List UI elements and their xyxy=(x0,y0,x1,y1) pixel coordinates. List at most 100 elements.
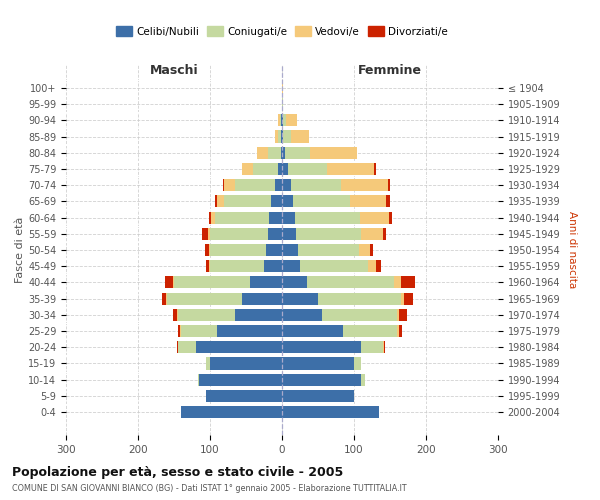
Bar xyxy=(217,196,224,207)
Bar xyxy=(359,244,370,256)
Bar xyxy=(360,212,389,224)
Bar xyxy=(253,163,278,175)
Bar xyxy=(398,325,402,337)
Bar xyxy=(401,276,415,288)
Text: Popolazione per età, sesso e stato civile - 2005: Popolazione per età, sesso e stato civil… xyxy=(12,466,343,479)
Bar xyxy=(282,244,298,256)
Bar xyxy=(350,196,386,207)
Bar xyxy=(177,309,178,321)
Bar xyxy=(388,179,390,191)
Bar xyxy=(242,292,282,304)
Bar xyxy=(215,212,269,224)
Bar xyxy=(206,358,210,370)
Bar xyxy=(283,114,286,126)
Bar xyxy=(268,228,282,240)
Bar xyxy=(300,260,368,272)
Bar xyxy=(394,276,401,288)
Bar xyxy=(282,179,290,191)
Bar xyxy=(282,292,318,304)
Bar xyxy=(224,179,235,191)
Bar xyxy=(293,196,350,207)
Text: Femmine: Femmine xyxy=(358,64,422,76)
Bar xyxy=(282,374,361,386)
Bar xyxy=(389,212,392,224)
Bar xyxy=(281,130,282,142)
Bar xyxy=(282,358,354,370)
Bar xyxy=(282,114,283,126)
Bar xyxy=(180,325,181,337)
Bar xyxy=(206,260,209,272)
Bar xyxy=(278,114,280,126)
Bar xyxy=(307,276,394,288)
Bar xyxy=(178,325,180,337)
Bar xyxy=(173,309,177,321)
Bar xyxy=(282,341,361,353)
Bar xyxy=(178,309,235,321)
Bar xyxy=(283,130,290,142)
Bar xyxy=(266,244,282,256)
Bar xyxy=(383,341,385,353)
Bar xyxy=(298,244,359,256)
Bar xyxy=(290,179,341,191)
Bar xyxy=(318,292,401,304)
Bar xyxy=(296,228,361,240)
Bar xyxy=(282,196,293,207)
Bar xyxy=(209,260,210,272)
Bar xyxy=(209,212,211,224)
Bar xyxy=(166,292,167,304)
Bar xyxy=(282,325,343,337)
Legend: Celibi/Nubili, Coniugati/e, Vedovi/e, Divorziati/e: Celibi/Nubili, Coniugati/e, Vedovi/e, Di… xyxy=(112,22,452,40)
Bar xyxy=(205,244,209,256)
Bar xyxy=(278,130,281,142)
Text: Maschi: Maschi xyxy=(149,64,199,76)
Bar xyxy=(328,163,374,175)
Bar xyxy=(217,325,282,337)
Bar xyxy=(343,325,397,337)
Bar xyxy=(196,341,282,353)
Bar xyxy=(211,212,215,224)
Bar xyxy=(278,163,282,175)
Bar xyxy=(281,114,282,126)
Bar xyxy=(257,146,268,159)
Bar xyxy=(397,309,400,321)
Bar xyxy=(341,179,388,191)
Bar xyxy=(202,228,208,240)
Bar xyxy=(178,341,196,353)
Bar xyxy=(295,212,360,224)
Bar xyxy=(210,228,268,240)
Text: COMUNE DI SAN GIOVANNI BIANCO (BG) - Dati ISTAT 1° gennaio 2005 - Elaborazione T: COMUNE DI SAN GIOVANNI BIANCO (BG) - Dat… xyxy=(12,484,407,493)
Bar xyxy=(199,374,282,386)
Bar xyxy=(167,292,242,304)
Bar xyxy=(361,374,365,386)
Bar xyxy=(223,179,224,191)
Bar xyxy=(242,163,253,175)
Bar xyxy=(269,212,282,224)
Bar xyxy=(210,260,264,272)
Bar xyxy=(285,146,310,159)
Bar xyxy=(282,260,300,272)
Bar xyxy=(354,358,361,370)
Bar xyxy=(275,130,278,142)
Bar xyxy=(208,228,210,240)
Bar xyxy=(206,390,282,402)
Bar xyxy=(310,146,357,159)
Bar xyxy=(177,341,178,353)
Bar xyxy=(361,228,383,240)
Bar xyxy=(282,130,283,142)
Bar xyxy=(198,374,199,386)
Bar xyxy=(280,114,281,126)
Bar xyxy=(282,276,307,288)
Bar xyxy=(404,292,413,304)
Bar xyxy=(368,260,376,272)
Bar xyxy=(174,276,250,288)
Y-axis label: Fasce di età: Fasce di età xyxy=(15,217,25,283)
Bar xyxy=(401,292,404,304)
Bar xyxy=(361,341,383,353)
Bar xyxy=(282,146,285,159)
Bar xyxy=(166,276,173,288)
Bar xyxy=(173,276,174,288)
Bar xyxy=(215,196,217,207)
Bar xyxy=(250,276,282,288)
Bar xyxy=(282,98,283,110)
Bar xyxy=(282,228,296,240)
